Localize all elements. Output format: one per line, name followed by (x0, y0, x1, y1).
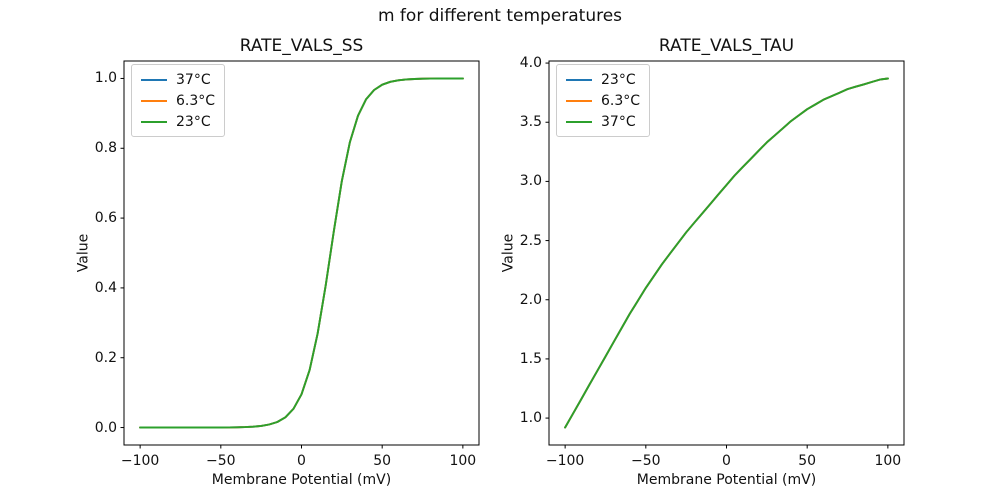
x-tick-label: −50 (206, 453, 236, 469)
y-tick-label: 0.0 (94, 419, 117, 436)
legend-item: 23°C (141, 111, 215, 132)
legend: 23°C 6.3°C 37°C (556, 64, 651, 137)
y-axis-label: Value (75, 233, 92, 273)
legend-item: 37°C (566, 111, 640, 132)
y-tick-label: 3.0 (519, 173, 542, 190)
legend-line-sample (141, 78, 167, 81)
y-tick-label: 1.0 (94, 70, 117, 87)
y-tick-label: 1.5 (519, 350, 542, 367)
y-tick-label: 4.0 (519, 55, 542, 72)
legend-label: 37°C (601, 113, 636, 130)
y-tick-label: 0.6 (94, 210, 117, 227)
legend-label: 6.3°C (176, 92, 216, 109)
legend-label: 37°C (176, 71, 211, 88)
legend-item: 6.3°C (141, 90, 215, 111)
x-tick-label: −50 (631, 453, 661, 469)
plot-title: RATE_VALS_SS (239, 36, 364, 56)
legend-item: 37°C (141, 69, 215, 90)
figure-suptitle: m for different temperatures (377, 6, 623, 26)
x-tick-label: 0 (297, 453, 306, 469)
x-tick-label: 100 (874, 453, 902, 469)
legend-line-sample (141, 120, 167, 123)
y-tick-label: 2.0 (519, 291, 542, 308)
y-tick-label: 0.2 (94, 349, 117, 366)
x-tick-label: 50 (373, 453, 392, 469)
plot-area-svg (120, 60, 480, 449)
y-tick-label: 0.8 (94, 140, 117, 157)
x-tick-label: 50 (798, 453, 817, 469)
legend-item: 23°C (566, 69, 640, 90)
y-tick-label: 0.4 (94, 279, 117, 296)
plot-area-svg (545, 60, 905, 449)
x-tick-label: 0 (722, 453, 731, 469)
legend-line-sample (566, 78, 592, 81)
y-tick-label: 1.0 (519, 410, 542, 427)
y-axis-label: Value (500, 233, 517, 273)
curve-23°C (139, 77, 464, 429)
legend-item: 6.3°C (566, 90, 640, 111)
legend-label: 6.3°C (601, 92, 641, 109)
x-tick-label: −100 (545, 453, 585, 469)
plot-title: RATE_VALS_TAU (658, 36, 795, 56)
legend-line-sample (566, 99, 592, 102)
y-tick-label: 3.5 (519, 114, 542, 131)
legend-line-sample (566, 120, 592, 123)
curve-37°C (564, 77, 889, 429)
x-tick-label: −100 (120, 453, 160, 469)
x-tick-label: 100 (449, 453, 477, 469)
y-tick-label: 2.5 (519, 232, 542, 249)
x-axis-label: Membrane Potential (mV) (636, 472, 817, 488)
legend-line-sample (141, 99, 167, 102)
legend-label: 23°C (176, 113, 211, 130)
legend-label: 23°C (601, 71, 636, 88)
x-axis-label: Membrane Potential (mV) (211, 472, 392, 488)
legend: 37°C 6.3°C 23°C (131, 64, 226, 137)
